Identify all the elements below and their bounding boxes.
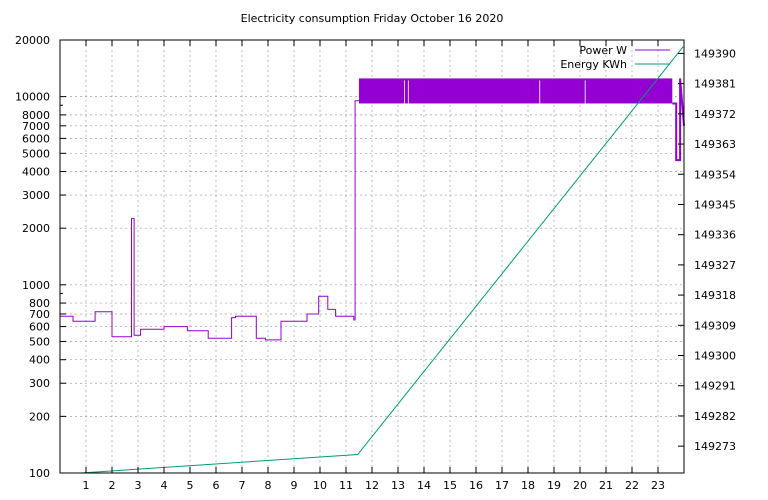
x-tick-label: 14 <box>417 479 431 492</box>
y2-tick-label: 149309 <box>694 319 736 332</box>
x-tick-label: 16 <box>469 479 483 492</box>
x-tick-label: 5 <box>187 479 194 492</box>
x-tick-label: 3 <box>135 479 142 492</box>
y-tick-label: 800 <box>29 297 50 310</box>
y2-tick-label: 149282 <box>694 410 736 423</box>
x-tick-label: 21 <box>599 479 613 492</box>
y-tick-label: 200 <box>29 410 50 423</box>
x-tick-label: 6 <box>213 479 220 492</box>
y2-tick-label: 149291 <box>694 380 736 393</box>
x-tick-label: 10 <box>313 479 327 492</box>
x-tick-label: 7 <box>239 479 246 492</box>
y-tick-label: 8000 <box>22 109 50 122</box>
x-tick-label: 17 <box>495 479 509 492</box>
power-series-line <box>60 100 359 341</box>
legend-energy-label: Energy KWh <box>560 58 627 71</box>
x-tick-label: 1 <box>83 479 90 492</box>
y2-tick-label: 149318 <box>694 289 736 302</box>
x-tick-label: 23 <box>651 479 665 492</box>
x-tick-label: 4 <box>161 479 168 492</box>
x-tick-label: 2 <box>109 479 116 492</box>
series-layer <box>60 46 685 474</box>
x-tick-label: 18 <box>521 479 535 492</box>
y-tick-label: 2000 <box>22 222 50 235</box>
y2-tick-label: 149327 <box>694 259 736 272</box>
y2-tick-label: 149381 <box>694 78 736 91</box>
x-tick-label: 12 <box>365 479 379 492</box>
y2-tick-label: 149372 <box>694 108 736 121</box>
legend: Power W Energy KWh <box>560 44 670 71</box>
y-tick-label: 10000 <box>15 91 50 104</box>
y-tick-label: 20000 <box>15 34 50 47</box>
y2-tick-label: 149300 <box>694 350 736 363</box>
y2-tick-label: 149354 <box>694 168 736 181</box>
y-tick-label: 300 <box>29 377 50 390</box>
y2-tick-label: 149336 <box>694 229 736 242</box>
y-tick-label: 500 <box>29 335 50 348</box>
x-tick-label: 20 <box>573 479 587 492</box>
y-tick-label: 3000 <box>22 189 50 202</box>
y2-tick-label: 149273 <box>694 440 736 453</box>
y-tick-label: 600 <box>29 321 50 334</box>
legend-power-label: Power W <box>579 44 627 57</box>
x-tick-label: 15 <box>443 479 457 492</box>
y-tick-label: 4000 <box>22 166 50 179</box>
y-tick-label: 700 <box>29 308 50 321</box>
y-tick-label: 5000 <box>22 147 50 160</box>
y-tick-label: 100 <box>29 467 50 480</box>
energy-series-line <box>80 46 684 474</box>
x-tick-label: 9 <box>291 479 298 492</box>
power-dense-band <box>359 78 673 104</box>
x-tick-label: 19 <box>547 479 561 492</box>
x-tick-label: 22 <box>625 479 639 492</box>
tick-layer: 1 2 3 4 5 6 7 8 9 10 11 12 13 14 15 16 17 18 19 20 21 22 23100… <box>15 34 736 492</box>
y-tick-label: 1000 <box>22 279 50 292</box>
y-tick-label: 6000 <box>22 132 50 145</box>
y2-tick-label: 149345 <box>694 198 736 211</box>
x-tick-label: 13 <box>391 479 405 492</box>
y-tick-label: 7000 <box>22 120 50 133</box>
y-tick-label: 400 <box>29 354 50 367</box>
y2-tick-label: 149363 <box>694 138 736 151</box>
x-tick-label: 11 <box>339 479 353 492</box>
y2-tick-label: 149390 <box>694 47 736 60</box>
x-tick-label: 8 <box>265 479 272 492</box>
grid-layer <box>60 39 684 474</box>
power-tail-line <box>672 78 685 162</box>
chart-title: Electricity consumption Friday October 1… <box>241 12 504 25</box>
